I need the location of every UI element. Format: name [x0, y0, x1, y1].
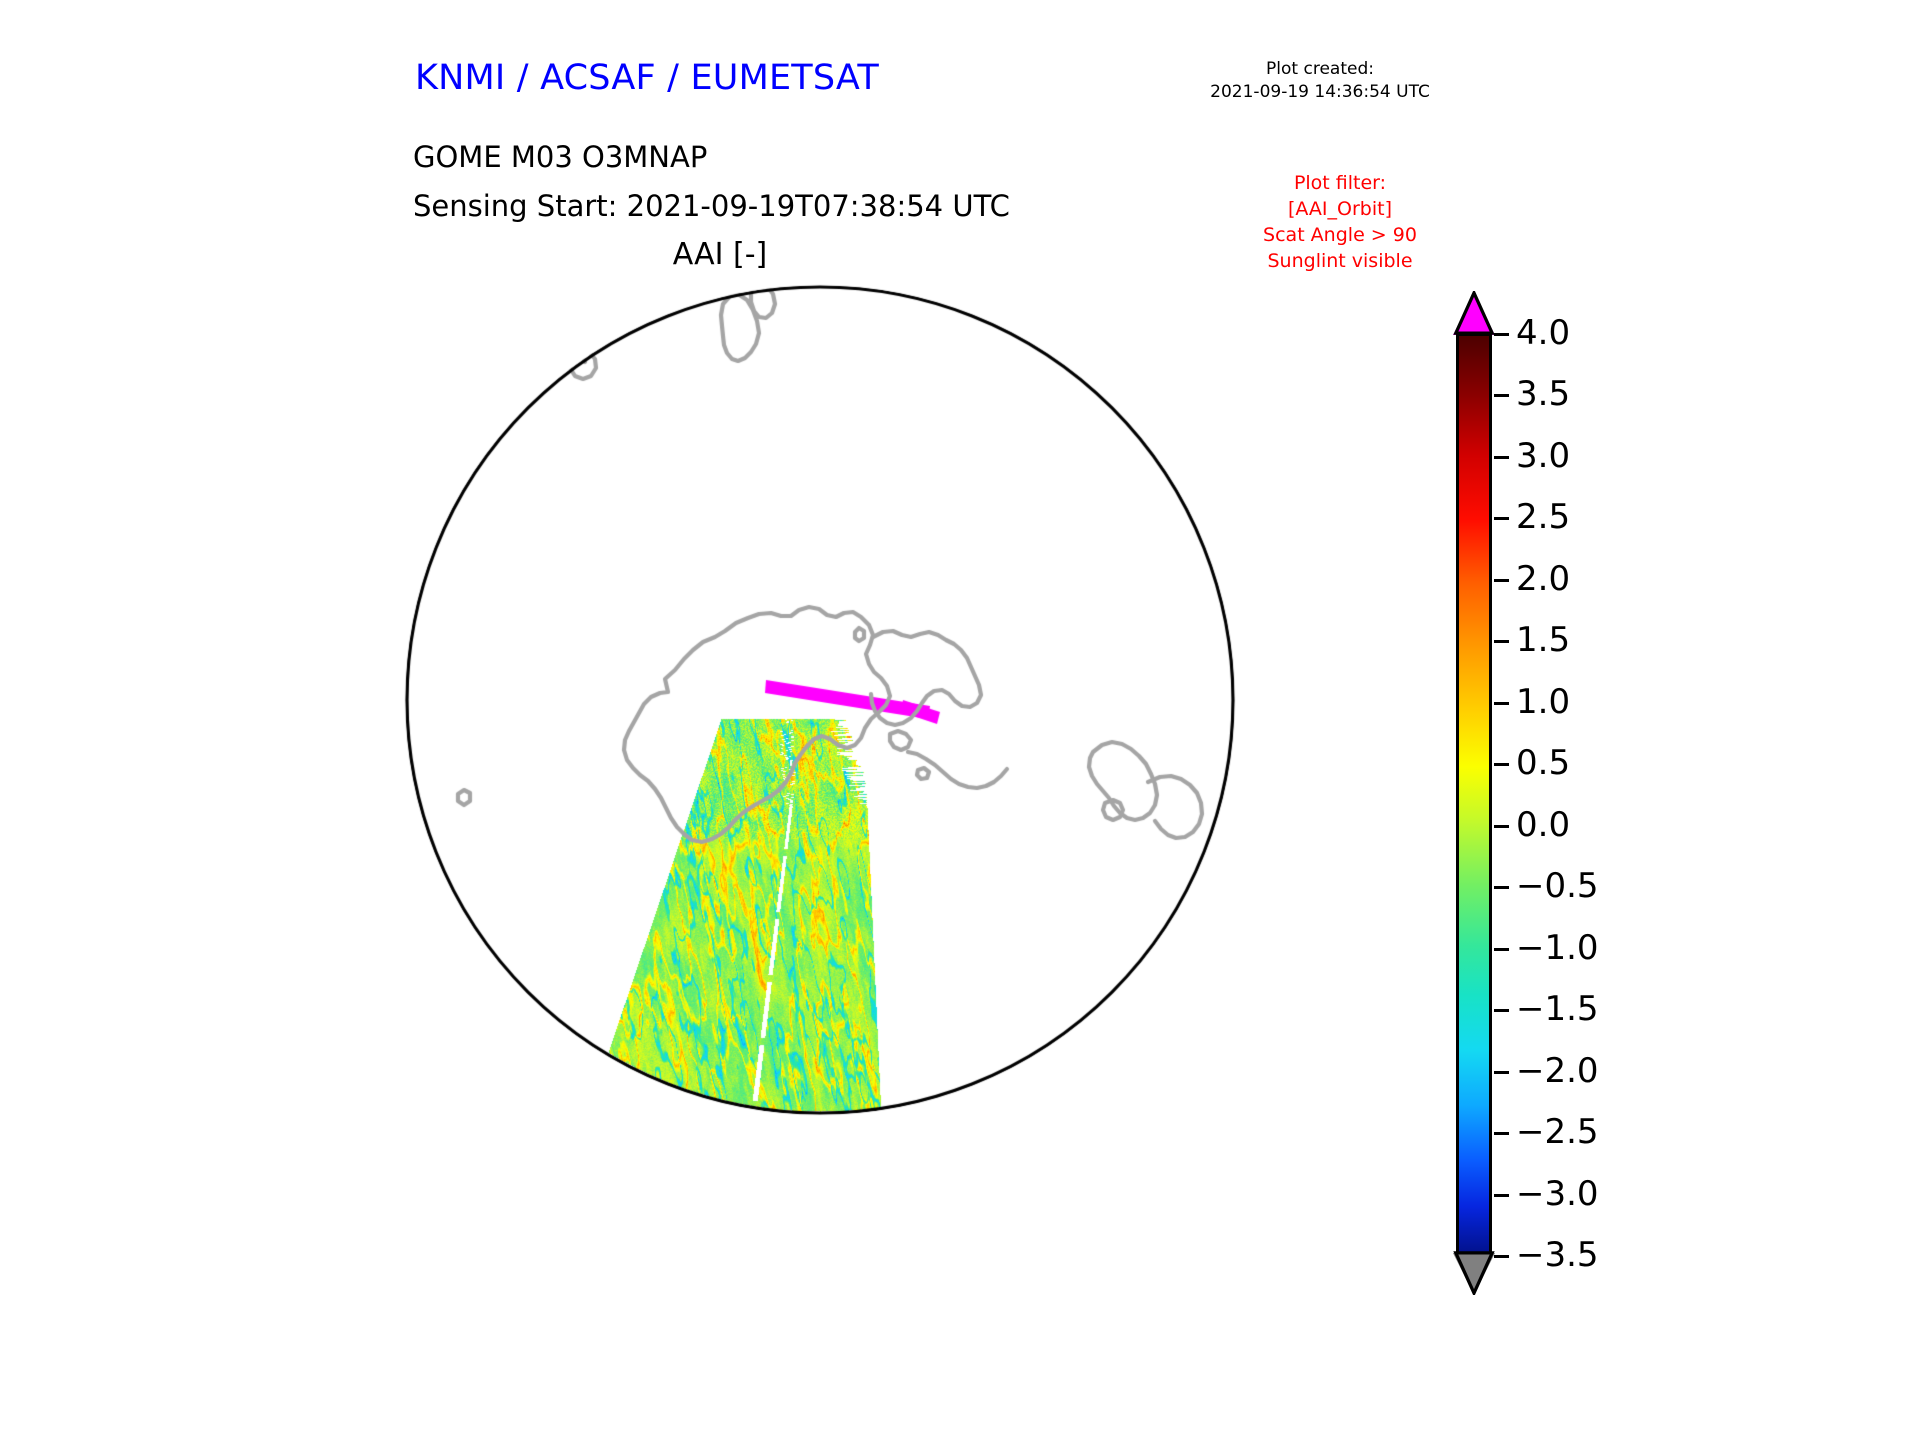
colorbar-tick	[1494, 394, 1509, 398]
colorbar-tick-label: −2.5	[1516, 1112, 1599, 1153]
colorbar-over-arrow-outline	[1453, 291, 1495, 335]
colorbar-tick	[1494, 824, 1509, 828]
plot-filter-label: Plot filter:	[1293, 172, 1387, 194]
colorbar-tick-label: −1.0	[1516, 927, 1599, 968]
colorbar-tick	[1494, 517, 1509, 521]
colorbar-tick-label: 1.0	[1516, 681, 1571, 722]
colorbar-tick-label: −3.0	[1516, 1173, 1599, 1214]
colorbar-tick	[1494, 1009, 1509, 1013]
colorbar-tick	[1494, 578, 1509, 582]
page-title: AAI [-]	[672, 237, 768, 272]
plot-filter-scat: Scat Angle > 90	[1263, 224, 1417, 246]
colorbar-tick-label: −1.5	[1516, 989, 1599, 1030]
colorbar-tick-label: 3.5	[1516, 374, 1571, 415]
colorbar-tick	[1494, 701, 1509, 705]
colorbar-under-arrow-outline	[1453, 1251, 1495, 1295]
plot-created-time: 2021-09-19 14:36:54 UTC	[1210, 82, 1430, 102]
polar-map	[403, 282, 1423, 1332]
plot-created-block: Plot created: 2021-09-19 14:36:54 UTC	[1165, 58, 1475, 104]
colorbar-tick-label: 3.0	[1516, 435, 1571, 476]
colorbar-tick-label: 2.5	[1516, 497, 1571, 538]
colorbar-tick-label: −3.5	[1516, 1235, 1599, 1275]
colorbar-tick	[1494, 886, 1509, 890]
colorbar-tick-label: 0.0	[1516, 804, 1571, 845]
product-name: GOME M03 O3MNAP	[413, 140, 708, 174]
organisation-title: KNMI / ACSAF / EUMETSAT	[415, 58, 879, 98]
colorbar-tick-label: −2.0	[1516, 1050, 1599, 1091]
colorbar-tick-label: 4.0	[1516, 313, 1571, 353]
colorbar-tick	[1494, 455, 1509, 459]
colorbar-tick	[1494, 1255, 1509, 1258]
colorbar-tick	[1494, 1070, 1509, 1074]
colorbar-tick-label: 1.5	[1516, 620, 1571, 661]
colorbar-gradient	[1456, 333, 1492, 1255]
colorbar-tick-label: −0.5	[1516, 866, 1599, 907]
colorbar-tick-label: 2.0	[1516, 558, 1571, 599]
colorbar-tick	[1494, 1193, 1509, 1197]
colorbar-over-range-arrow	[1453, 293, 1495, 335]
colorbar-tick	[1494, 763, 1509, 767]
colorbar-tick-label: 0.5	[1516, 743, 1571, 784]
sensing-start: Sensing Start: 2021-09-19T07:38:54 UTC	[413, 189, 1010, 223]
plot-filter-block: Plot filter: [AAI_Orbit] Scat Angle > 90…	[1190, 170, 1490, 274]
plot-filter-glint: Sunglint visible	[1267, 250, 1413, 272]
colorbar-tick	[1494, 640, 1509, 644]
colorbar: 4.0 3.5 3.0 2.5 2.0 1.5 1.0 0.5 0.0 −0.5 −1.0 −1.5 −…	[1448, 285, 1778, 1325]
map-canvas	[403, 282, 1423, 1332]
plot-filter-name: [AAI_Orbit]	[1287, 198, 1392, 220]
colorbar-tick	[1494, 947, 1509, 951]
colorbar-tick	[1494, 1132, 1509, 1136]
plot-created-label: Plot created:	[1266, 59, 1374, 79]
colorbar-tick	[1494, 333, 1509, 336]
